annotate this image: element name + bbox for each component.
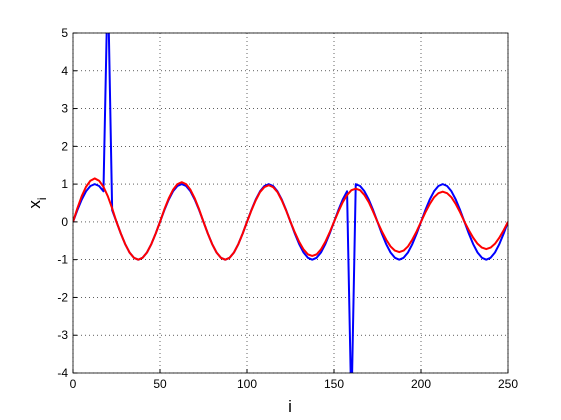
y-tick-label: -3: [57, 328, 68, 342]
axes-box: [72, 32, 509, 374]
plot-area: [73, 33, 508, 373]
x-tick-label: 50: [153, 377, 167, 391]
y-axis-label-base: x: [25, 200, 44, 209]
x-tick-label: 0: [70, 377, 77, 391]
x-tick-label: 250: [498, 377, 518, 391]
y-axis-label-sub: i: [35, 197, 49, 200]
y-tick-label: -1: [57, 253, 68, 267]
y-tick-label: 4: [61, 64, 68, 78]
x-tick-label: 200: [411, 377, 431, 391]
x-tick-label: 100: [237, 377, 257, 391]
x-axis-label: i: [288, 397, 292, 416]
y-tick-label: 1: [61, 177, 68, 191]
y-tick-label: -2: [57, 290, 68, 304]
y-tick-label: 2: [61, 139, 68, 153]
y-tick-label: 0: [61, 215, 68, 229]
lines: [73, 33, 508, 373]
y-tick-label: 5: [61, 26, 68, 40]
y-tick-label: 3: [61, 102, 68, 116]
y-axis-label: xi: [25, 197, 49, 208]
x-tick-label: 150: [324, 377, 344, 391]
series-line: [73, 177, 508, 261]
y-tick-label: -4: [57, 366, 68, 380]
